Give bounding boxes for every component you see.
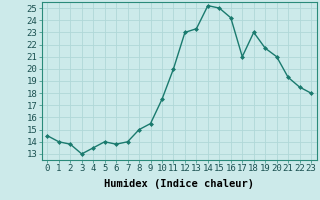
X-axis label: Humidex (Indice chaleur): Humidex (Indice chaleur) [104,179,254,189]
